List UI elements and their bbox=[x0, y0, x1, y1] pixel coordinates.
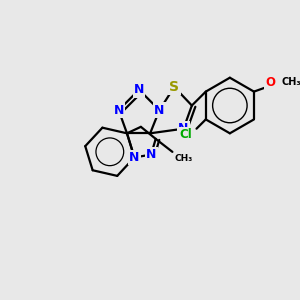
Text: O: O bbox=[266, 76, 276, 89]
Text: N: N bbox=[113, 103, 124, 117]
Text: N: N bbox=[178, 122, 189, 135]
Text: CH₃: CH₃ bbox=[282, 77, 300, 87]
Text: N: N bbox=[129, 151, 140, 164]
Text: CH₃: CH₃ bbox=[174, 154, 193, 163]
Text: S: S bbox=[169, 80, 179, 94]
Text: N: N bbox=[154, 103, 165, 117]
Text: N: N bbox=[134, 83, 144, 96]
Text: Cl: Cl bbox=[179, 128, 192, 141]
Text: N: N bbox=[146, 148, 156, 161]
